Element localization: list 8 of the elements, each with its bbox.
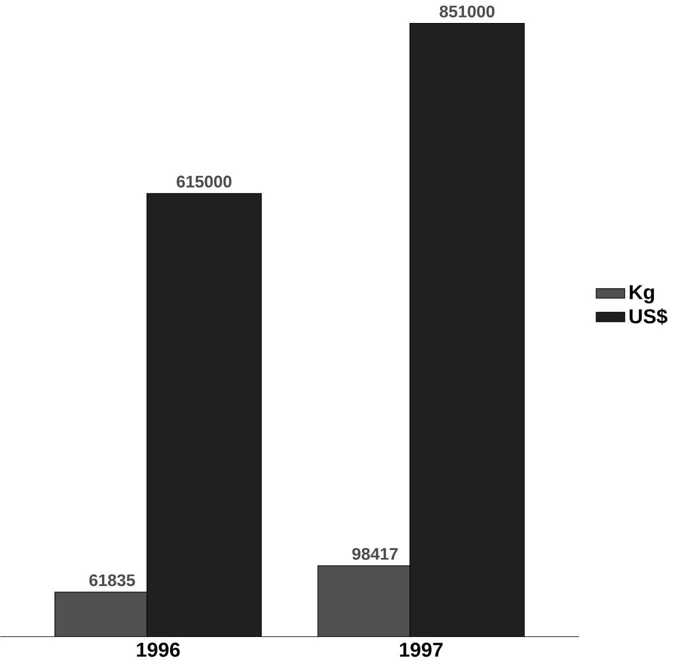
x-tick-label: 1997: [400, 642, 443, 657]
data-label: 851000: [440, 5, 494, 18]
x-tick-label: 1996: [137, 642, 180, 657]
legend-label: US$: [630, 308, 668, 325]
data-label: 98417: [352, 548, 398, 560]
legend-label: Kg: [630, 285, 654, 304]
data-label: 615000: [176, 175, 232, 188]
data-label: 61835: [89, 574, 135, 586]
